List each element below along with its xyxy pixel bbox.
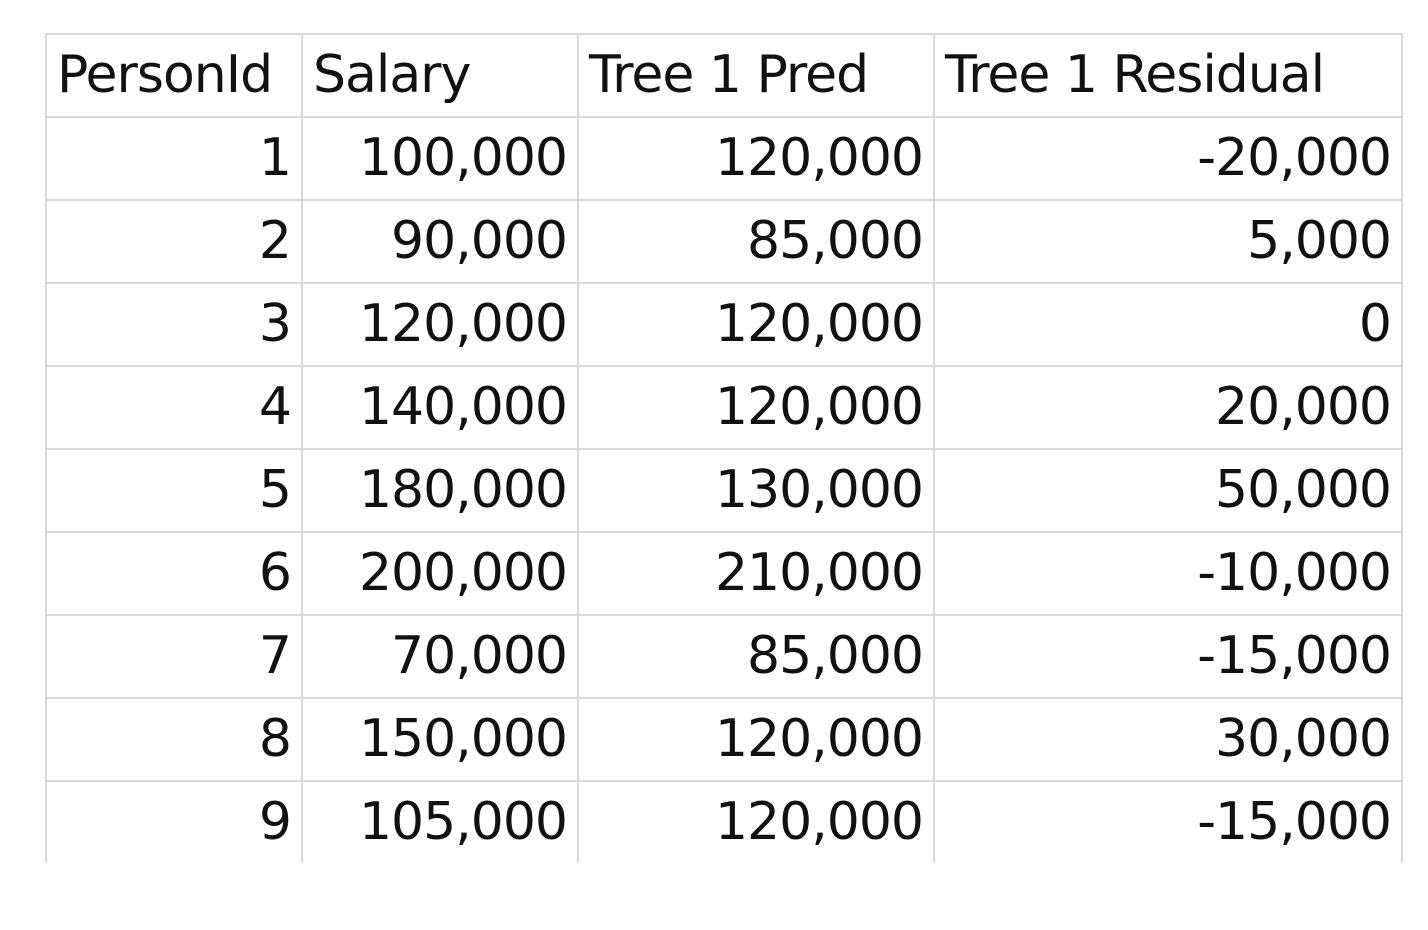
cell-tree1-residual[interactable]: 0 [933, 282, 1403, 367]
cell-personid[interactable]: 3 [45, 282, 303, 367]
table-row: 9 105,000 120,000 -15,000 [45, 780, 1403, 863]
cell-tree1-residual[interactable]: -20,000 [933, 116, 1403, 201]
cell-personid[interactable]: 6 [45, 531, 303, 616]
cell-tree1-residual[interactable]: 50,000 [933, 448, 1403, 533]
cell-tree1-pred[interactable]: 120,000 [577, 282, 935, 367]
header-cell-tree1-residual[interactable]: Tree 1 Residual [933, 33, 1403, 118]
cell-salary[interactable]: 120,000 [301, 282, 579, 367]
table-row: 7 70,000 85,000 -15,000 [45, 614, 1403, 699]
cell-tree1-residual[interactable]: -15,000 [933, 780, 1403, 863]
table-row: 6 200,000 210,000 -10,000 [45, 531, 1403, 616]
data-table: PersonId Salary Tree 1 Pred Tree 1 Resid… [45, 33, 1403, 863]
cell-salary[interactable]: 100,000 [301, 116, 579, 201]
cell-tree1-pred[interactable]: 120,000 [577, 365, 935, 450]
table-row: 2 90,000 85,000 5,000 [45, 199, 1403, 284]
cell-personid[interactable]: 1 [45, 116, 303, 201]
cell-personid[interactable]: 8 [45, 697, 303, 782]
header-cell-tree1-pred[interactable]: Tree 1 Pred [577, 33, 935, 118]
table-row: 1 100,000 120,000 -20,000 [45, 116, 1403, 201]
cell-salary[interactable]: 70,000 [301, 614, 579, 699]
cell-tree1-residual[interactable]: 20,000 [933, 365, 1403, 450]
cell-tree1-pred[interactable]: 85,000 [577, 614, 935, 699]
cell-salary[interactable]: 140,000 [301, 365, 579, 450]
cell-tree1-pred[interactable]: 210,000 [577, 531, 935, 616]
bottom-blank-area [0, 884, 1428, 930]
cell-personid[interactable]: 4 [45, 365, 303, 450]
cell-tree1-residual[interactable]: 5,000 [933, 199, 1403, 284]
cell-salary[interactable]: 90,000 [301, 199, 579, 284]
cell-tree1-pred[interactable]: 120,000 [577, 780, 935, 863]
cell-personid[interactable]: 2 [45, 199, 303, 284]
header-row: PersonId Salary Tree 1 Pred Tree 1 Resid… [45, 33, 1403, 118]
table-row: 4 140,000 120,000 20,000 [45, 365, 1403, 450]
cell-salary[interactable]: 105,000 [301, 780, 579, 863]
table-row: 3 120,000 120,000 0 [45, 282, 1403, 367]
cell-tree1-residual[interactable]: -10,000 [933, 531, 1403, 616]
cell-tree1-pred[interactable]: 85,000 [577, 199, 935, 284]
table-row: 8 150,000 120,000 30,000 [45, 697, 1403, 782]
cell-personid[interactable]: 5 [45, 448, 303, 533]
cell-tree1-residual[interactable]: 30,000 [933, 697, 1403, 782]
header-cell-personid[interactable]: PersonId [45, 33, 303, 118]
table-row: 5 180,000 130,000 50,000 [45, 448, 1403, 533]
header-cell-salary[interactable]: Salary [301, 33, 579, 118]
cell-personid[interactable]: 7 [45, 614, 303, 699]
cell-salary[interactable]: 150,000 [301, 697, 579, 782]
cell-salary[interactable]: 200,000 [301, 531, 579, 616]
cell-personid[interactable]: 9 [45, 780, 303, 863]
cell-tree1-pred[interactable]: 120,000 [577, 116, 935, 201]
cell-salary[interactable]: 180,000 [301, 448, 579, 533]
cell-tree1-residual[interactable]: -15,000 [933, 614, 1403, 699]
cell-tree1-pred[interactable]: 130,000 [577, 448, 935, 533]
cell-tree1-pred[interactable]: 120,000 [577, 697, 935, 782]
